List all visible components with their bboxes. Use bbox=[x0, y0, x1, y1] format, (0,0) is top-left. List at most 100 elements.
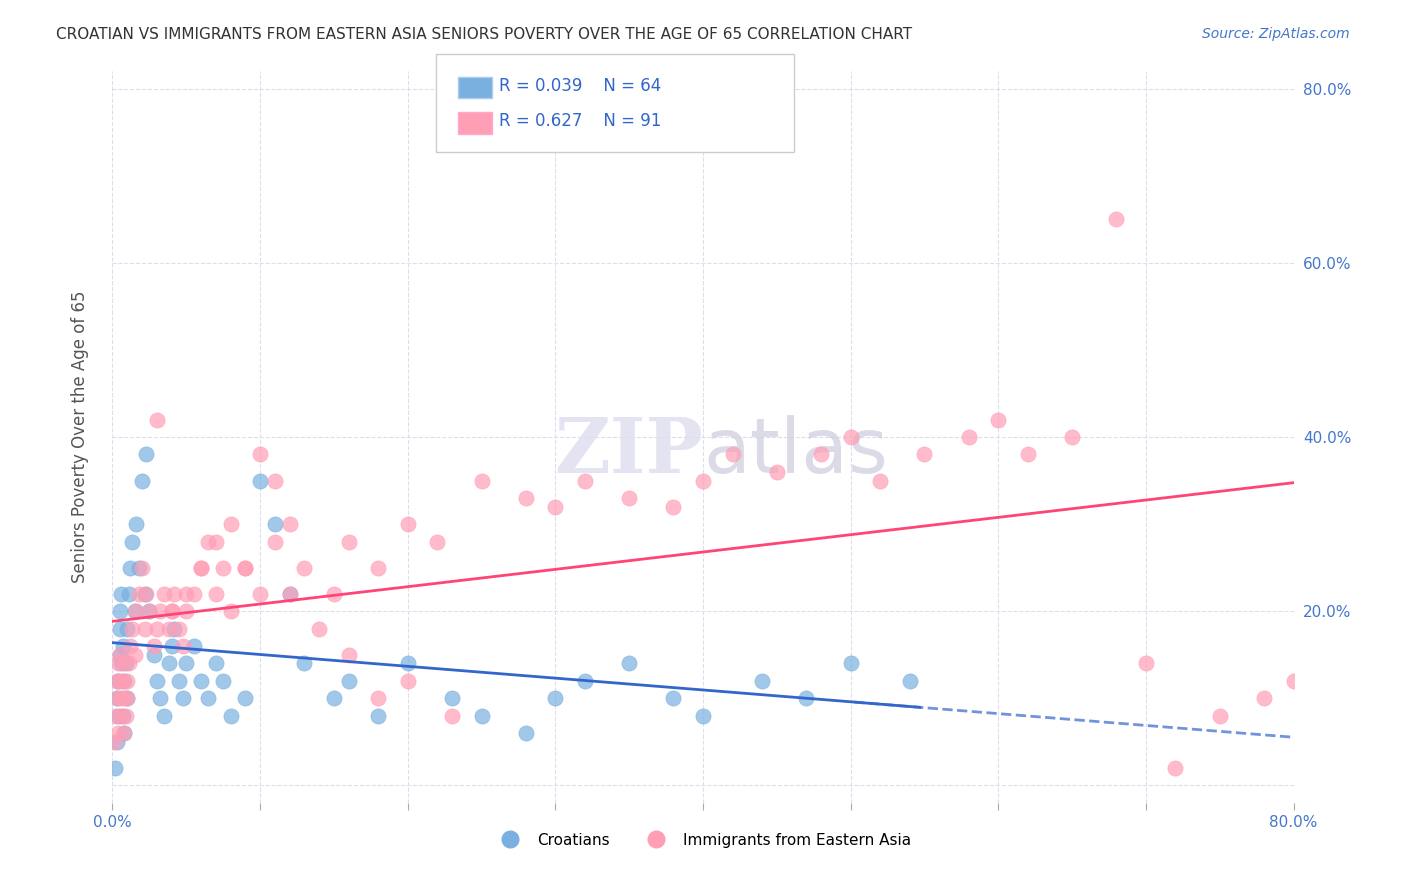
Point bbox=[121, 622, 143, 636]
Point bbox=[249, 448, 271, 462]
Point bbox=[149, 691, 172, 706]
Point bbox=[190, 560, 212, 574]
Point bbox=[146, 412, 169, 426]
Point bbox=[153, 587, 176, 601]
Point bbox=[112, 726, 135, 740]
Point bbox=[662, 691, 685, 706]
Point bbox=[134, 587, 156, 601]
Point bbox=[111, 673, 134, 688]
Point bbox=[108, 648, 131, 662]
Point bbox=[117, 691, 138, 706]
Point bbox=[142, 648, 165, 662]
Point bbox=[810, 448, 832, 462]
Point bbox=[114, 708, 136, 723]
Point bbox=[110, 657, 132, 671]
Point bbox=[1105, 212, 1128, 227]
Point bbox=[117, 622, 138, 636]
Point bbox=[233, 560, 256, 574]
Point bbox=[131, 474, 153, 488]
Point bbox=[1135, 657, 1157, 671]
Point bbox=[142, 639, 165, 653]
Point bbox=[112, 726, 135, 740]
Point bbox=[157, 657, 180, 671]
Text: R = 0.627    N = 91: R = 0.627 N = 91 bbox=[499, 112, 661, 130]
Point bbox=[110, 708, 132, 723]
Point bbox=[692, 474, 714, 488]
Point bbox=[163, 622, 186, 636]
Point bbox=[869, 474, 891, 488]
Point bbox=[174, 657, 197, 671]
Point bbox=[108, 673, 131, 688]
Point bbox=[111, 657, 134, 671]
Point bbox=[662, 500, 685, 514]
Point bbox=[111, 708, 134, 723]
Point bbox=[103, 735, 125, 749]
Point bbox=[308, 622, 330, 636]
Point bbox=[957, 430, 980, 444]
Point bbox=[107, 726, 129, 740]
Text: CROATIAN VS IMMIGRANTS FROM EASTERN ASIA SENIORS POVERTY OVER THE AGE OF 65 CORR: CROATIAN VS IMMIGRANTS FROM EASTERN ASIA… bbox=[56, 27, 912, 42]
Point bbox=[278, 587, 301, 601]
Point bbox=[987, 412, 1010, 426]
Point bbox=[544, 691, 567, 706]
Point bbox=[292, 560, 315, 574]
Point bbox=[574, 474, 596, 488]
Point bbox=[107, 673, 129, 688]
Point bbox=[544, 500, 567, 514]
Point bbox=[721, 448, 744, 462]
Point bbox=[515, 491, 537, 505]
Point bbox=[470, 474, 494, 488]
Point bbox=[146, 673, 169, 688]
Text: Source: ZipAtlas.com: Source: ZipAtlas.com bbox=[1202, 27, 1350, 41]
Point bbox=[131, 560, 153, 574]
Point bbox=[323, 691, 346, 706]
Point bbox=[205, 657, 228, 671]
Point bbox=[138, 604, 160, 618]
Point bbox=[692, 708, 714, 723]
Point bbox=[149, 604, 172, 618]
Point bbox=[138, 604, 160, 618]
Point bbox=[264, 474, 287, 488]
Point bbox=[107, 657, 129, 671]
Point bbox=[118, 587, 141, 601]
Point bbox=[796, 691, 818, 706]
Point bbox=[190, 673, 212, 688]
Point bbox=[441, 708, 464, 723]
Point bbox=[183, 639, 205, 653]
Point bbox=[1208, 708, 1232, 723]
Point bbox=[396, 673, 419, 688]
Point bbox=[751, 673, 773, 688]
Point bbox=[121, 534, 143, 549]
Point bbox=[125, 517, 148, 532]
Point bbox=[212, 560, 235, 574]
Point bbox=[219, 604, 242, 618]
Point bbox=[128, 560, 150, 574]
Point bbox=[104, 761, 127, 775]
Point bbox=[367, 691, 389, 706]
Point bbox=[839, 657, 862, 671]
Point bbox=[1253, 691, 1275, 706]
Point bbox=[128, 587, 150, 601]
Point bbox=[174, 587, 197, 601]
Point bbox=[1062, 430, 1084, 444]
Point bbox=[839, 430, 862, 444]
Point bbox=[396, 517, 419, 532]
Point bbox=[104, 708, 127, 723]
Point bbox=[167, 673, 190, 688]
Y-axis label: Seniors Poverty Over the Age of 65: Seniors Poverty Over the Age of 65 bbox=[70, 291, 89, 583]
Point bbox=[197, 691, 219, 706]
Point bbox=[124, 648, 146, 662]
Point bbox=[124, 604, 146, 618]
Point bbox=[114, 657, 136, 671]
Point bbox=[135, 448, 157, 462]
Point bbox=[172, 691, 194, 706]
Point bbox=[212, 673, 235, 688]
Point bbox=[118, 657, 141, 671]
Point bbox=[278, 517, 301, 532]
Point bbox=[441, 691, 464, 706]
Point bbox=[249, 587, 271, 601]
Point bbox=[337, 673, 360, 688]
Point bbox=[470, 708, 494, 723]
Text: atlas: atlas bbox=[703, 415, 887, 489]
Point bbox=[105, 691, 128, 706]
